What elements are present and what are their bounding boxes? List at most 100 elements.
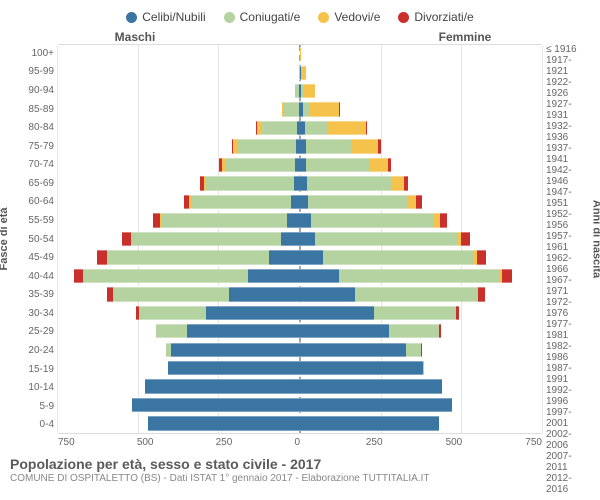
female-bar xyxy=(300,269,542,283)
female-bar xyxy=(300,84,542,98)
female-bar xyxy=(300,121,542,135)
male-bar xyxy=(58,306,300,320)
y-right-tick: 1962-1966 xyxy=(546,253,590,275)
chart-subtitle: COMUNE DI OSPITALETTO (BS) - Dati ISTAT … xyxy=(10,473,590,484)
age-row xyxy=(58,304,542,322)
female-bar xyxy=(300,361,542,375)
legend-label: Celibi/Nubili xyxy=(142,10,205,24)
y-right-axis-title: Anni di nascita xyxy=(590,200,600,278)
legend-swatch xyxy=(224,12,235,23)
y-left-tick: 65-69 xyxy=(10,174,54,193)
age-row xyxy=(58,82,542,100)
legend-item: Coniugati/e xyxy=(224,10,301,24)
age-row xyxy=(58,211,542,229)
plot-area: Fasce di età Anni di nascita 100+95-9990… xyxy=(10,44,590,434)
gender-labels: Maschi Femmine xyxy=(10,30,590,44)
y-right-tick: 1942-1946 xyxy=(546,165,590,187)
y-left-tick: 60-64 xyxy=(10,193,54,212)
y-left-tick: 70-74 xyxy=(10,155,54,174)
male-bar xyxy=(58,232,300,246)
male-bar xyxy=(58,287,300,301)
y-right-tick: 2012-2016 xyxy=(546,473,590,495)
y-left-tick: 55-59 xyxy=(10,211,54,230)
female-bar xyxy=(300,158,542,172)
y-left-ticks: 100+95-9990-9485-8980-8475-7970-7465-696… xyxy=(10,44,58,434)
x-tick: 250 xyxy=(366,437,383,448)
male-bar xyxy=(58,269,300,283)
y-right-tick: 1937-1941 xyxy=(546,143,590,165)
female-bar xyxy=(300,250,542,264)
age-row xyxy=(58,359,542,377)
legend-label: Coniugati/e xyxy=(240,10,301,24)
age-row xyxy=(58,174,542,192)
female-bar xyxy=(300,66,542,80)
male-bar xyxy=(58,213,300,227)
age-row xyxy=(58,100,542,118)
female-bar xyxy=(300,195,542,209)
y-left-tick: 25-29 xyxy=(10,323,54,342)
female-bar xyxy=(300,139,542,153)
female-bar xyxy=(300,398,542,412)
male-bar xyxy=(58,398,300,412)
male-bar xyxy=(58,343,300,357)
age-row xyxy=(58,396,542,414)
male-bar xyxy=(58,66,300,80)
y-left-tick: 35-39 xyxy=(10,286,54,305)
y-right-tick: 1992-1996 xyxy=(546,385,590,407)
age-row xyxy=(58,414,542,432)
age-row xyxy=(58,230,542,248)
y-left-axis-title: Fasce di età xyxy=(0,208,10,271)
y-left-tick: 80-84 xyxy=(10,118,54,137)
legend-item: Divorziati/e xyxy=(398,10,473,24)
age-row xyxy=(58,63,542,81)
y-left-tick: 40-44 xyxy=(10,267,54,286)
y-right-ticks: ≤ 19161917-19211922-19261927-19311932-19… xyxy=(542,44,590,434)
male-bar xyxy=(58,176,300,190)
age-row xyxy=(58,377,542,395)
y-left-tick: 75-79 xyxy=(10,137,54,156)
y-right-tick: 1932-1936 xyxy=(546,121,590,143)
male-bar xyxy=(58,47,300,61)
y-left-tick: 95-99 xyxy=(10,63,54,82)
legend-label: Divorziati/e xyxy=(414,10,473,24)
y-right-tick: 1972-1976 xyxy=(546,297,590,319)
x-axis: 0250500750 250500750 xyxy=(58,434,542,448)
female-bar xyxy=(300,324,542,338)
x-tick: 750 xyxy=(525,437,542,448)
y-left-tick: 50-54 xyxy=(10,230,54,249)
bars-zone xyxy=(58,44,542,434)
age-row xyxy=(58,193,542,211)
female-bar xyxy=(300,102,542,116)
x-tick: 500 xyxy=(137,437,154,448)
female-bar xyxy=(300,306,542,320)
y-left-tick: 15-19 xyxy=(10,360,54,379)
y-left-tick: 30-34 xyxy=(10,304,54,323)
age-row xyxy=(58,322,542,340)
age-row xyxy=(58,156,542,174)
y-left-tick: 0-4 xyxy=(10,416,54,435)
female-bar xyxy=(300,47,542,61)
label-male: Maschi xyxy=(10,30,300,44)
age-row xyxy=(58,137,542,155)
x-tick: 250 xyxy=(216,437,233,448)
y-right-tick: 1952-1956 xyxy=(546,209,590,231)
y-left-tick: 90-94 xyxy=(10,81,54,100)
male-bar xyxy=(58,416,300,430)
y-right-tick: 1967-1971 xyxy=(546,275,590,297)
age-row xyxy=(58,285,542,303)
age-row xyxy=(58,119,542,137)
y-left-tick: 85-89 xyxy=(10,100,54,119)
male-bar xyxy=(58,361,300,375)
male-bar xyxy=(58,121,300,135)
age-row xyxy=(58,267,542,285)
y-right-tick: 1977-1981 xyxy=(546,319,590,341)
male-bar xyxy=(58,102,300,116)
chart-footer: Popolazione per età, sesso e stato civil… xyxy=(10,456,590,484)
male-bar xyxy=(58,195,300,209)
legend-label: Vedovi/e xyxy=(334,10,380,24)
bar-rows xyxy=(58,45,542,433)
y-left-tick: 20-24 xyxy=(10,341,54,360)
female-bar xyxy=(300,343,542,357)
age-row xyxy=(58,248,542,266)
y-right-tick: ≤ 1916 xyxy=(546,44,590,55)
